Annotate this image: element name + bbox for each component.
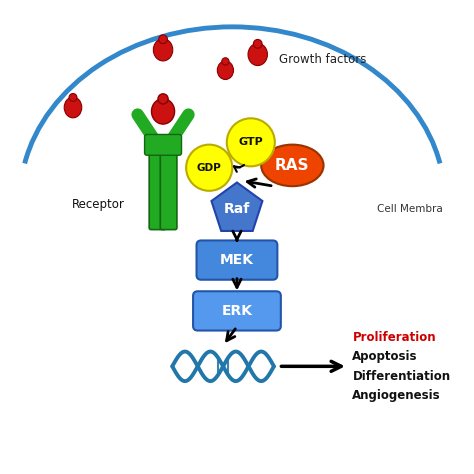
FancyBboxPatch shape <box>145 135 182 155</box>
Circle shape <box>186 145 232 191</box>
Text: Differentiation: Differentiation <box>352 370 451 383</box>
FancyBboxPatch shape <box>149 143 166 229</box>
Text: Angiogenesis: Angiogenesis <box>352 389 441 402</box>
Ellipse shape <box>152 99 174 124</box>
Ellipse shape <box>69 93 77 101</box>
Text: GDP: GDP <box>197 163 222 173</box>
Text: Cell Membra: Cell Membra <box>377 204 443 214</box>
Ellipse shape <box>261 145 324 186</box>
Text: Raf: Raf <box>224 202 250 216</box>
Ellipse shape <box>159 35 167 44</box>
FancyBboxPatch shape <box>160 143 177 229</box>
Ellipse shape <box>217 61 234 80</box>
Text: Receptor: Receptor <box>72 198 125 211</box>
Polygon shape <box>211 182 263 231</box>
Ellipse shape <box>248 44 267 65</box>
Ellipse shape <box>64 97 82 118</box>
Text: ERK: ERK <box>221 304 253 318</box>
Text: Proliferation: Proliferation <box>352 331 436 344</box>
Ellipse shape <box>222 58 229 65</box>
Text: MEK: MEK <box>220 253 254 267</box>
Circle shape <box>227 118 275 166</box>
Text: RAS: RAS <box>275 158 310 173</box>
FancyBboxPatch shape <box>197 240 277 280</box>
Text: GTP: GTP <box>238 137 263 147</box>
Text: Apoptosis: Apoptosis <box>352 350 418 363</box>
Ellipse shape <box>254 39 262 48</box>
Text: Growth factors: Growth factors <box>279 53 366 66</box>
FancyBboxPatch shape <box>193 291 281 330</box>
Ellipse shape <box>154 39 173 61</box>
Ellipse shape <box>158 94 168 104</box>
